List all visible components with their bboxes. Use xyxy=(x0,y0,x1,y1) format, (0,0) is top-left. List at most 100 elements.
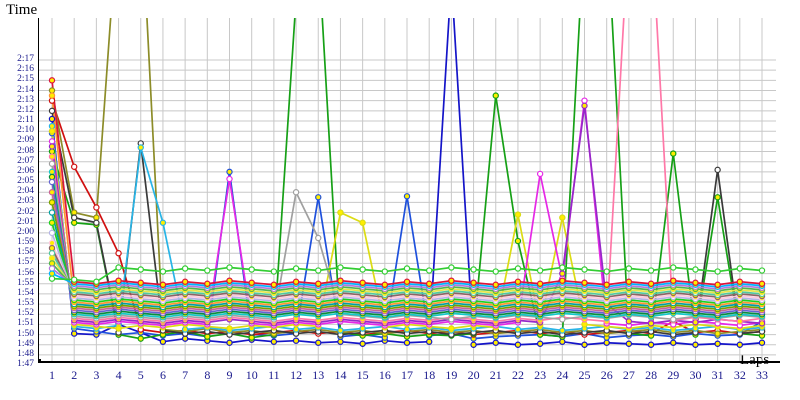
data-point xyxy=(758,320,766,327)
data-point xyxy=(137,279,144,286)
data-point xyxy=(248,279,255,286)
data-point xyxy=(181,278,189,285)
data-point xyxy=(514,278,522,285)
data-point xyxy=(581,97,588,104)
data-point xyxy=(70,276,78,283)
data-point xyxy=(315,267,322,274)
data-point xyxy=(647,280,655,287)
data-point xyxy=(581,102,588,109)
data-point xyxy=(581,321,588,328)
data-point xyxy=(292,337,300,344)
data-point xyxy=(425,338,433,345)
y-tick-label: 2:01 xyxy=(17,216,34,227)
data-point xyxy=(70,163,78,170)
data-point xyxy=(226,277,233,284)
y-tick-label: 2:11 xyxy=(17,115,34,126)
data-point xyxy=(48,270,56,277)
data-point xyxy=(48,239,56,247)
data-point xyxy=(625,265,633,272)
x-tick-label: 7 xyxy=(182,368,189,382)
data-point xyxy=(204,280,211,287)
data-point xyxy=(115,264,122,271)
data-point xyxy=(48,122,56,130)
data-point xyxy=(403,193,411,200)
y-tick-label: 2:13 xyxy=(17,94,34,105)
data-point xyxy=(93,278,100,285)
data-point xyxy=(581,266,588,273)
data-point xyxy=(48,148,56,155)
data-point xyxy=(292,326,300,333)
data-point xyxy=(714,281,721,288)
y-tick-label: 2:04 xyxy=(17,186,34,197)
data-point xyxy=(559,316,566,323)
data-point xyxy=(48,244,56,252)
data-point xyxy=(48,77,56,84)
x-tick-label: 30 xyxy=(689,368,702,382)
data-point xyxy=(647,341,655,348)
data-point xyxy=(137,144,144,151)
data-point xyxy=(248,334,255,341)
y-tick-label: 2:07 xyxy=(17,155,34,166)
y-tick-label: 1:51 xyxy=(17,318,34,329)
x-tick-label: 22 xyxy=(511,368,524,382)
data-point xyxy=(492,281,499,288)
y-tick-label: 1:47 xyxy=(17,359,34,370)
data-point xyxy=(758,339,766,346)
x-tick-label: 28 xyxy=(645,368,658,382)
data-point xyxy=(736,341,744,348)
data-point xyxy=(226,264,233,271)
x-tick-label: 20 xyxy=(467,368,480,382)
y-tick-label: 2:17 xyxy=(17,54,34,64)
y-tick-label: 1:59 xyxy=(17,237,34,248)
data-point xyxy=(536,170,544,178)
y-tick-label: 1:53 xyxy=(17,298,34,309)
data-point xyxy=(181,326,189,333)
data-point xyxy=(559,214,566,221)
data-point xyxy=(226,325,233,332)
x-tick-label: 13 xyxy=(312,368,325,382)
data-point xyxy=(758,267,766,274)
y-tick-label: 2:12 xyxy=(17,104,34,115)
data-point xyxy=(315,280,322,287)
data-point xyxy=(226,168,233,176)
data-point xyxy=(226,175,233,183)
data-point xyxy=(514,265,522,272)
x-tick-label: 6 xyxy=(159,368,166,382)
data-point xyxy=(359,325,366,332)
data-point xyxy=(48,160,56,167)
x-tick-label: 10 xyxy=(245,368,258,382)
data-point xyxy=(536,280,544,287)
data-point xyxy=(514,326,522,333)
data-point xyxy=(159,268,167,275)
data-point xyxy=(692,319,699,326)
data-point xyxy=(115,277,122,284)
data-point xyxy=(581,279,588,286)
y-tick-label: 1:50 xyxy=(17,328,34,339)
data-point xyxy=(159,281,167,288)
data-point xyxy=(70,330,78,337)
data-point xyxy=(514,211,522,218)
data-point xyxy=(137,266,144,273)
x-tick-label: 33 xyxy=(756,368,768,382)
data-point xyxy=(514,341,522,348)
data-point xyxy=(337,277,344,284)
data-point xyxy=(48,87,56,94)
data-point xyxy=(448,325,455,332)
data-point xyxy=(492,268,499,275)
data-point xyxy=(403,278,411,285)
data-point xyxy=(48,260,56,267)
data-point xyxy=(48,127,56,135)
data-point xyxy=(181,335,189,342)
y-tick-label: 2:00 xyxy=(17,226,34,237)
data-point xyxy=(514,237,522,245)
data-point xyxy=(448,316,455,323)
data-point xyxy=(137,335,144,342)
data-point xyxy=(48,138,56,145)
x-tick-label: 32 xyxy=(733,368,746,382)
x-tick-label: 3 xyxy=(93,368,100,382)
x-tick-label: 4 xyxy=(115,368,122,382)
x-tick-label: 12 xyxy=(290,368,303,382)
x-tick-label: 29 xyxy=(667,368,680,382)
y-tick-label: 2:10 xyxy=(17,125,34,136)
data-point xyxy=(359,219,366,226)
